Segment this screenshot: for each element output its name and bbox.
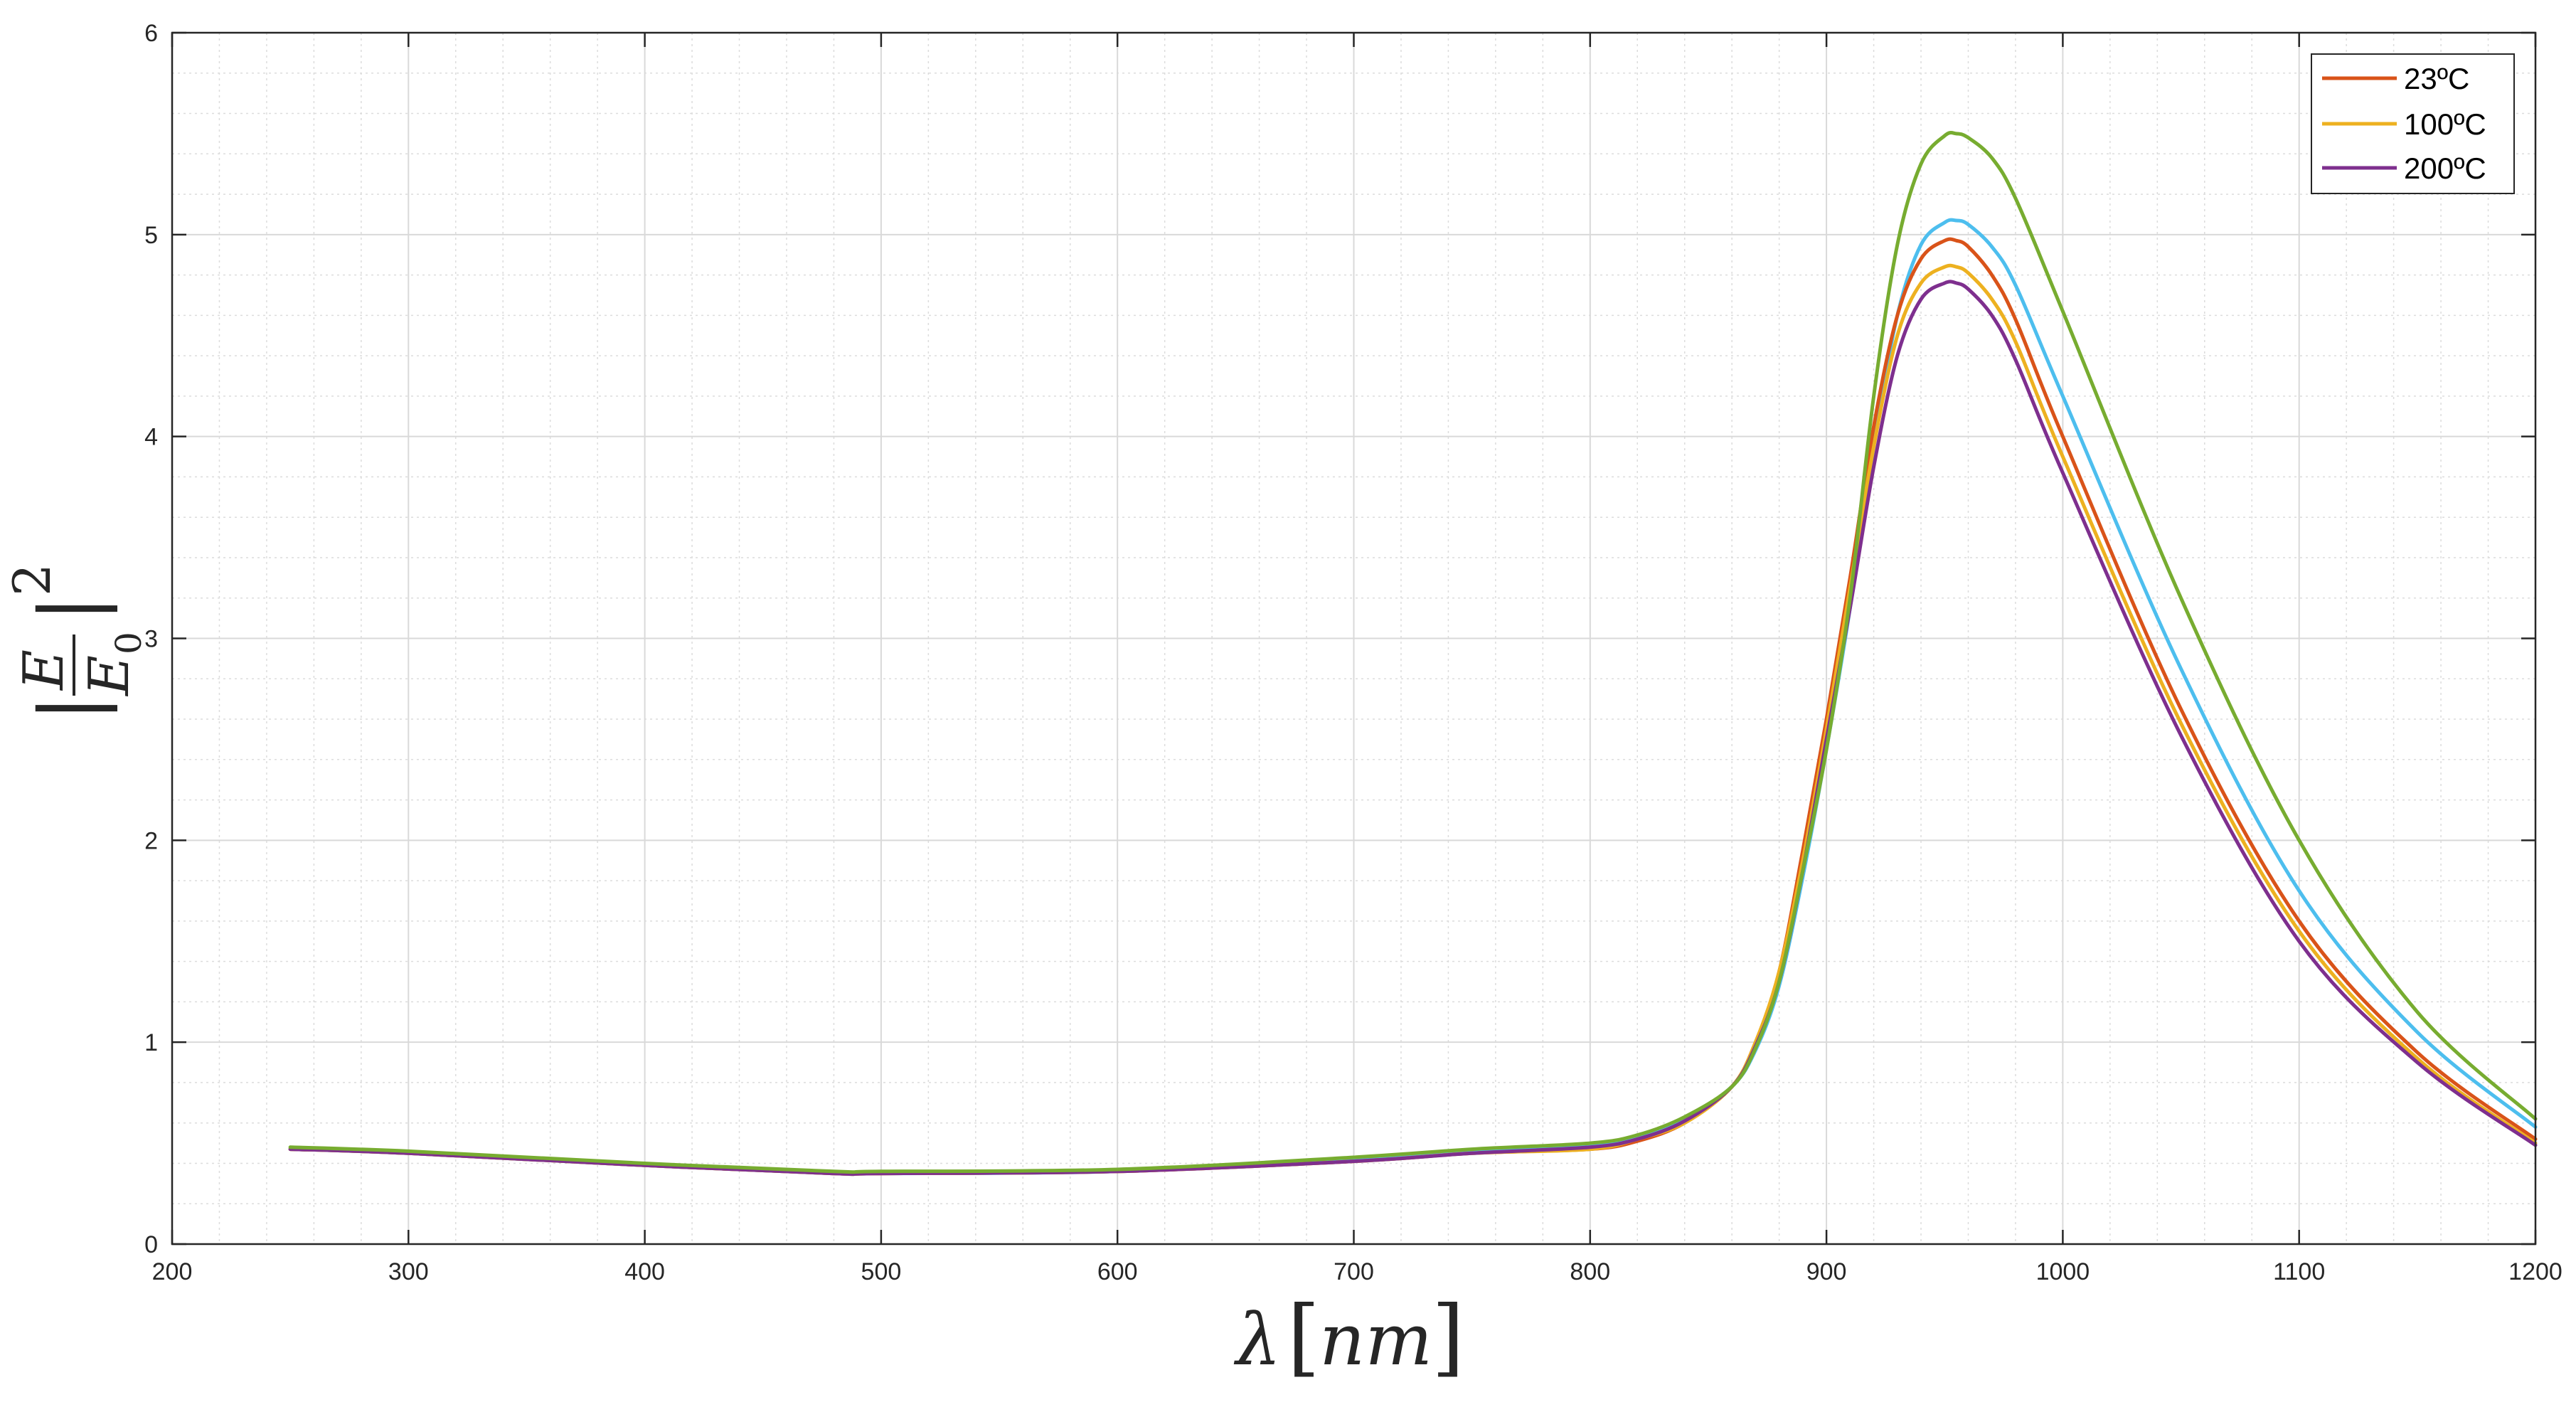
y-tick-label: 6 [144, 20, 158, 47]
y-axis-denominator: E [78, 655, 142, 697]
legend: 23ºC 100ºC 200ºC [2311, 53, 2515, 194]
x-tick-label: 300 [388, 1258, 429, 1285]
x-tick-labels: 200 300 400 500 600 700 800 900 1000 1100 1200 [152, 1258, 2562, 1285]
y-tick-label: 0 [144, 1231, 158, 1258]
y-tick-label: 5 [144, 222, 158, 249]
x-tick-label: 600 [1097, 1258, 1138, 1285]
x-tick-label: 200 [152, 1258, 193, 1285]
y-axis-label: | E E 0 | 2 [2, 563, 149, 722]
legend-label-200c: 200ºC [2404, 152, 2486, 185]
minor-grid [172, 33, 2535, 1244]
series-lines [288, 131, 2538, 1177]
series-line-4 [288, 131, 2538, 1174]
y-tick-label: 1 [144, 1029, 158, 1056]
y-tick-label: 3 [144, 626, 158, 653]
y-axis-numerator: E [12, 649, 76, 691]
y-tick-label: 2 [144, 827, 158, 854]
x-tick-label: 1000 [2036, 1258, 2090, 1285]
x-axis-unit: nm [1319, 1298, 1432, 1381]
y-axis-bar-left: | [23, 694, 118, 722]
x-axis-symbol: λ [1233, 1298, 1281, 1381]
x-tick-label: 1200 [2508, 1258, 2562, 1285]
y-axis-exponent: 2 [2, 563, 62, 596]
x-tick-label: 900 [1806, 1258, 1847, 1285]
legend-label-23c: 23ºC [2404, 62, 2469, 95]
x-tick-label: 500 [861, 1258, 902, 1285]
x-tick-label: 700 [1334, 1258, 1374, 1285]
y-tick-labels: 0 1 2 3 4 5 6 [144, 20, 158, 1258]
x-axis-label: λ [ nm ] [1233, 1287, 1464, 1386]
y-axis-bar-right: | [23, 595, 118, 622]
tick-marks [171, 31, 2537, 1246]
x-axis-open-bracket: [ [1287, 1287, 1320, 1386]
x-tick-label: 1100 [2273, 1258, 2325, 1285]
x-tick-label: 800 [1570, 1258, 1610, 1285]
x-tick-label: 400 [624, 1258, 665, 1285]
x-axis-close-bracket: ] [1432, 1287, 1464, 1386]
y-tick-label: 4 [144, 424, 158, 451]
y-axis-subscript: 0 [108, 632, 149, 654]
legend-label-100c: 100ºC [2404, 107, 2486, 141]
